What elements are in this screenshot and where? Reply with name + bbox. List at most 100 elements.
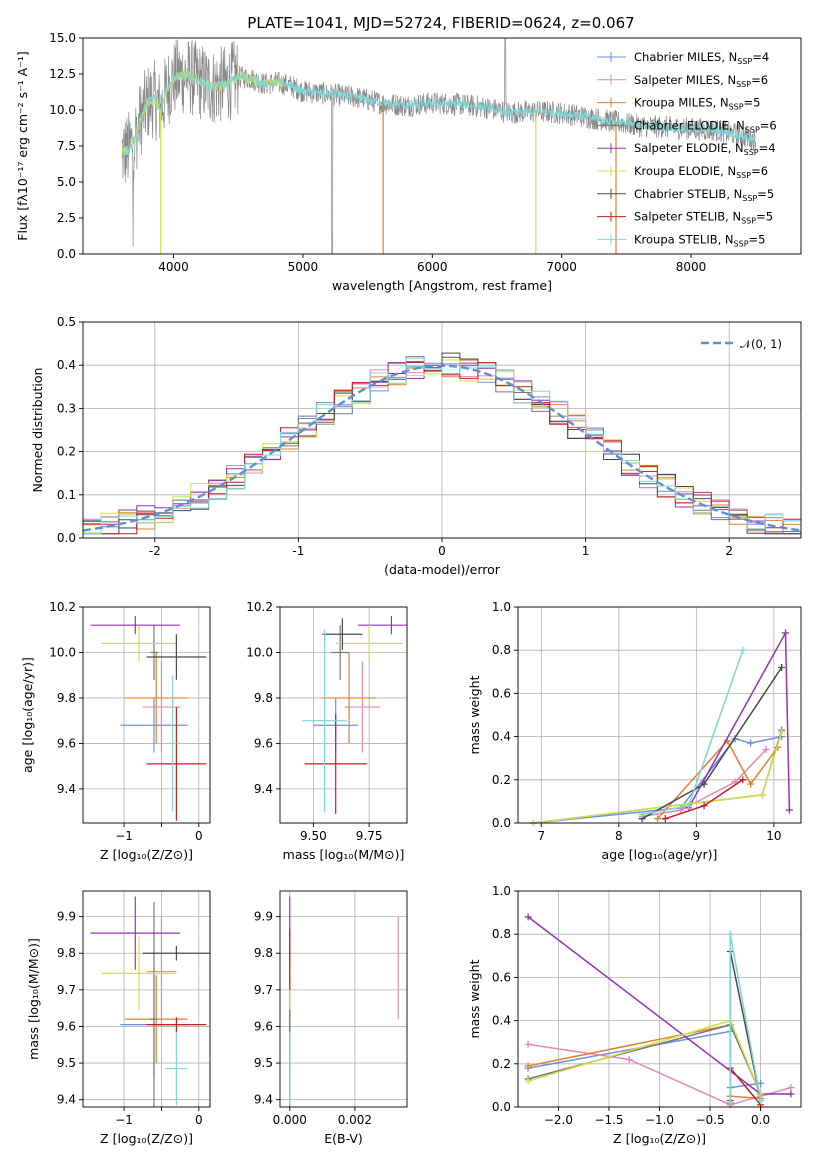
y-tick-label: 9.5 (57, 1056, 76, 1070)
y-tick-label: 12.5 (49, 67, 76, 81)
x-axis-label: Z [log₁₀(Z/Z⊙)] (613, 1131, 706, 1146)
errorbars (302, 616, 407, 814)
x-tick-label: 2 (725, 544, 733, 558)
weight-marker (661, 815, 669, 823)
x-tick-label: −0.5 (695, 1113, 724, 1127)
y-tick-label: 9.5 (254, 1056, 273, 1070)
weight-vs-Z-panel: −2.0 −1.5 −1.0 −0.5 0.0 0.0 0.2 0.4 0.6 0.8 1.0 Z [… (467, 884, 802, 1146)
weight-marker (758, 791, 766, 799)
x-tick-label: −1 (115, 1113, 133, 1127)
normal-curve (83, 364, 801, 532)
x-tick-label: 0.0 (751, 1113, 770, 1127)
weight-marker (625, 1055, 633, 1063)
residuals-panel: -2 -1 0 1 2 0.0 0.1 0.2 0.3 0.4 0.5 (data-model)/er… (30, 315, 802, 577)
mass-vs-Z-panel: −1 0 9.4 9.5 9.6 9.7 9.8 9.9 Z [log₁₀(Z/Z⊙)] mass… (26, 890, 211, 1146)
y-tick-label: 0.0 (492, 1100, 511, 1114)
x-tick-label: 5000 (288, 260, 319, 274)
x-tick-label: −1 (115, 829, 133, 843)
x-axis-label: mass [log₁₀(M/M⊙)] (283, 847, 405, 862)
x-tick-label: 0 (438, 544, 446, 558)
x-tick-label: 6000 (417, 260, 448, 274)
legend-label: Kroupa ELODIE, NSSP=6 (634, 164, 768, 180)
weight-marker (785, 806, 793, 814)
axes-frame (82, 890, 211, 1108)
x-tick-label: 8 (615, 829, 623, 843)
y-axis-label: mass weight (467, 675, 482, 754)
mass-vs-ebv-panel: 0.000 0.002 9.4 9.5 9.6 9.7 9.8 9.9 E(B-V) (254, 890, 408, 1146)
weight-lines (530, 629, 793, 826)
x-tick-label: 1 (582, 544, 590, 558)
weight-marker (781, 629, 789, 637)
weight-marker (726, 1099, 734, 1107)
y-tick-label: 0.3 (57, 401, 76, 415)
residual-histograms (83, 352, 801, 535)
y-tick-label: 9.6 (57, 736, 76, 750)
y-tick-label: 9.4 (254, 782, 273, 796)
x-tick-label: 0.000 (273, 1113, 307, 1127)
y-tick-label: 10.0 (246, 645, 273, 659)
y-tick-label: 0.0 (492, 816, 511, 830)
y-tick-label: 0.4 (492, 1014, 511, 1028)
weight-line (533, 729, 783, 824)
y-axis-label: mass weight (467, 959, 482, 1038)
y-axis-label: Flux [fλ10⁻¹⁷ erg cm⁻² s⁻¹ A⁻¹] (15, 51, 30, 240)
weight-marker (787, 1084, 795, 1092)
x-tick-label: −1.5 (594, 1113, 623, 1127)
weight-marker (726, 930, 734, 938)
y-axis-label: age [log₁₀(age/yr)] (20, 657, 35, 773)
y-tick-label: 0.0 (57, 247, 76, 261)
x-tick-label: -2 (149, 544, 161, 558)
x-axis-label: age [log₁₀(age/yr)] (602, 847, 718, 862)
errorbars (90, 896, 210, 1107)
y-tick-label: 9.9 (57, 910, 76, 924)
weight-marker (524, 913, 532, 921)
y-tick-label: 0.0 (57, 531, 76, 545)
y-tick-label: 5.0 (57, 175, 76, 189)
age-vs-Z-panel: −1 0 9.4 9.6 9.8 10.0 10.2 Z [log₁₀(Z/Z⊙)] age [… (20, 600, 211, 862)
spectrum-data (121, 38, 757, 254)
weight-line (729, 934, 762, 1103)
weight-marker (757, 1079, 765, 1087)
x-tick-label: 9.50 (300, 829, 327, 843)
y-tick-label: 0.2 (492, 773, 511, 787)
y-tick-label: 9.8 (57, 691, 76, 705)
x-axis-label: Z [log₁₀(Z/Z⊙)] (100, 847, 193, 862)
y-tick-label: 0.8 (492, 927, 511, 941)
y-tick-label: 0.8 (492, 643, 511, 657)
model-spectrum (121, 70, 284, 157)
weight-line (729, 951, 762, 1103)
y-tick-label: 2.5 (57, 211, 76, 225)
weight-marker (685, 802, 693, 810)
x-tick-label: 4000 (158, 260, 189, 274)
weight-marker (778, 663, 786, 671)
legend-label: Chabrier MILES, NSSP=4 (634, 50, 769, 66)
y-tick-label: 0.2 (492, 1057, 511, 1071)
legend-label: Salpeter ELODIE, NSSP=4 (634, 141, 776, 157)
legend-label: Salpeter MILES, NSSP=6 (634, 73, 768, 89)
weight-marker (524, 1062, 532, 1070)
weight-line (641, 749, 767, 818)
x-axis-label: Z [log₁₀(Z/Z⊙)] (100, 1131, 193, 1146)
y-tick-label: 0.2 (57, 445, 76, 459)
legend-label: Kroupa MILES, NSSP=5 (634, 96, 760, 112)
weight-marker (638, 810, 646, 818)
legend-label: 𝒩(0, 1) (740, 337, 782, 351)
x-axis-label: E(B-V) (324, 1131, 363, 1146)
weight-marker (787, 1090, 795, 1098)
figure-title: PLATE=1041, MJD=52724, FIBERID=0624, z=0… (247, 14, 634, 32)
errorbars (289, 896, 399, 1107)
axes-frame (82, 606, 211, 824)
histogram-step (83, 362, 801, 535)
y-tick-label: 9.9 (254, 910, 273, 924)
x-tick-label: −1.0 (645, 1113, 674, 1127)
y-tick-label: 9.7 (57, 983, 76, 997)
y-tick-label: 9.4 (254, 1093, 273, 1107)
y-tick-label: 9.8 (254, 691, 273, 705)
y-tick-label: 9.7 (254, 983, 273, 997)
x-tick-label: 0.002 (338, 1113, 372, 1127)
weight-lines (524, 913, 795, 1109)
model-spectrum (121, 69, 757, 157)
weight-vs-age-panel: 7 8 9 10 0.0 0.2 0.4 0.6 0.8 1.0 age [log₁₀(age/yr… (467, 600, 802, 862)
x-axis-label: (data-model)/error (384, 562, 501, 577)
y-axis-label: mass [log₁₀(M/M⊙)] (26, 938, 41, 1060)
